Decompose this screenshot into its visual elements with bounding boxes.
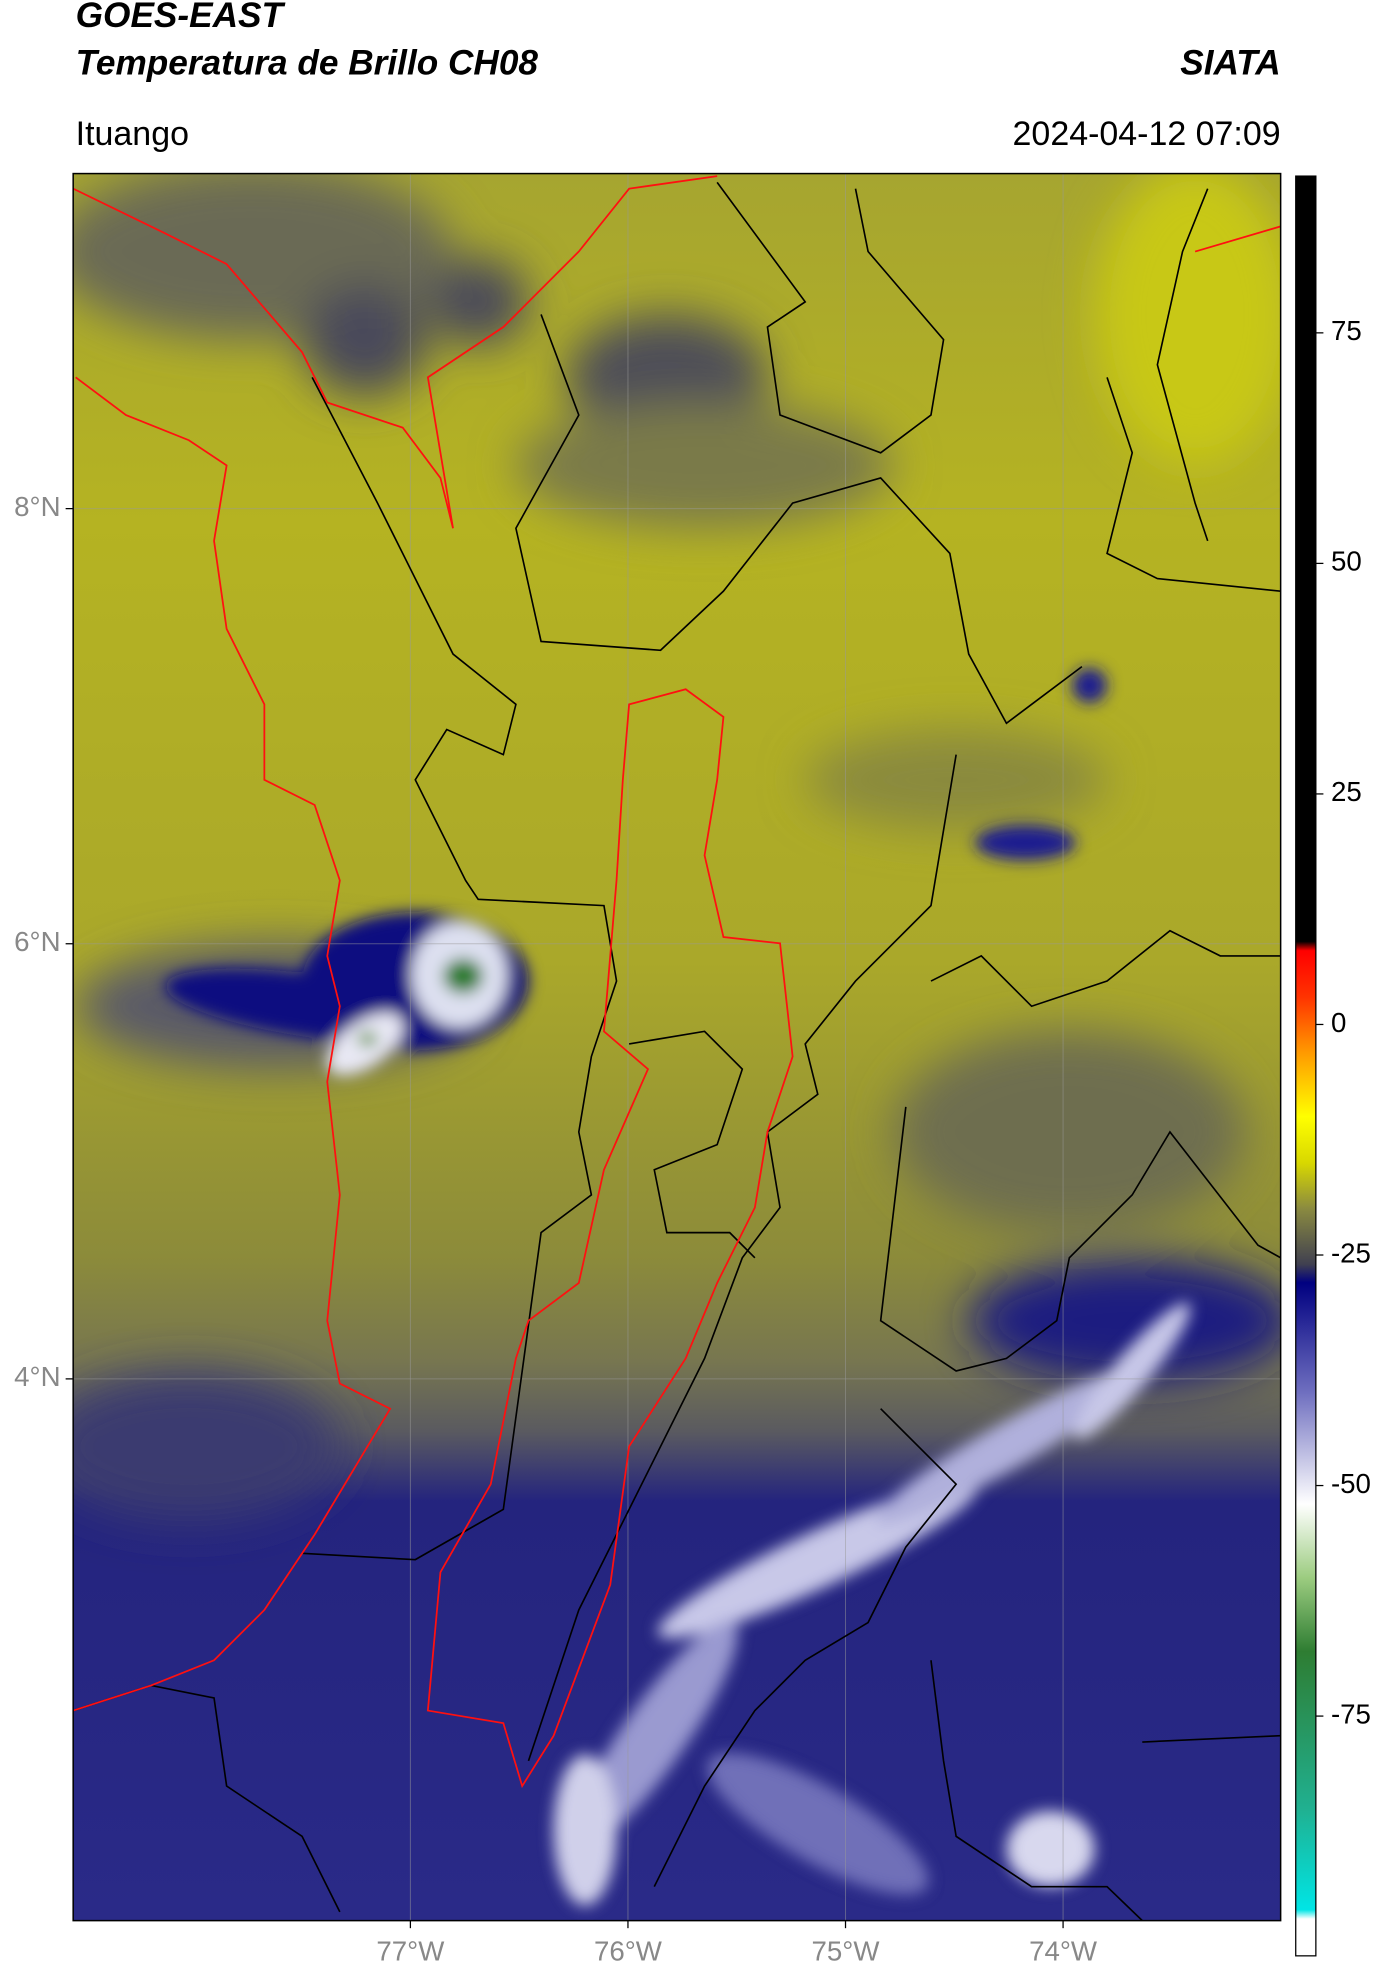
x-tick-label: 74°W [1029,1936,1098,1967]
colorbar-tick-label: 25 [1331,776,1362,807]
colorbar-fill [1295,175,1317,1957]
x-tick-label: 77°W [376,1936,445,1967]
colorbar-tick-label: 50 [1331,546,1362,577]
x-tick-label: 75°W [812,1936,881,1967]
y-tick-label: 8°N [14,491,60,522]
colorbar-tick-label: 75 [1331,315,1362,346]
title: GOES-EAST [76,0,286,35]
y-tick-label: 4°N [14,1361,60,1392]
colorbar-tick-label: -25 [1331,1237,1371,1268]
grid [73,173,1281,1921]
datetime: 2024-04-12 07:09 [1013,115,1281,153]
map-frame [72,172,1282,1922]
storm-cells [165,667,1191,1906]
colorbar-tick-label: -50 [1331,1468,1371,1499]
subtitle: Temperatura de Brillo CH08 [76,44,539,83]
agency: SIATA [1180,44,1280,83]
colorbar: 75 50 25 0 -25 -50 -75 [1295,175,1371,1957]
admin-borders [73,181,1281,1921]
coast-and-basin [73,175,1281,1789]
colorbar-tick-label: 0 [1331,1007,1346,1038]
colorbar-tick-label: -75 [1331,1698,1371,1729]
map [73,173,1281,1921]
location: Ituango [76,115,189,153]
x-tick-label: 76°W [594,1936,663,1967]
y-tick-label: 6°N [14,926,60,957]
